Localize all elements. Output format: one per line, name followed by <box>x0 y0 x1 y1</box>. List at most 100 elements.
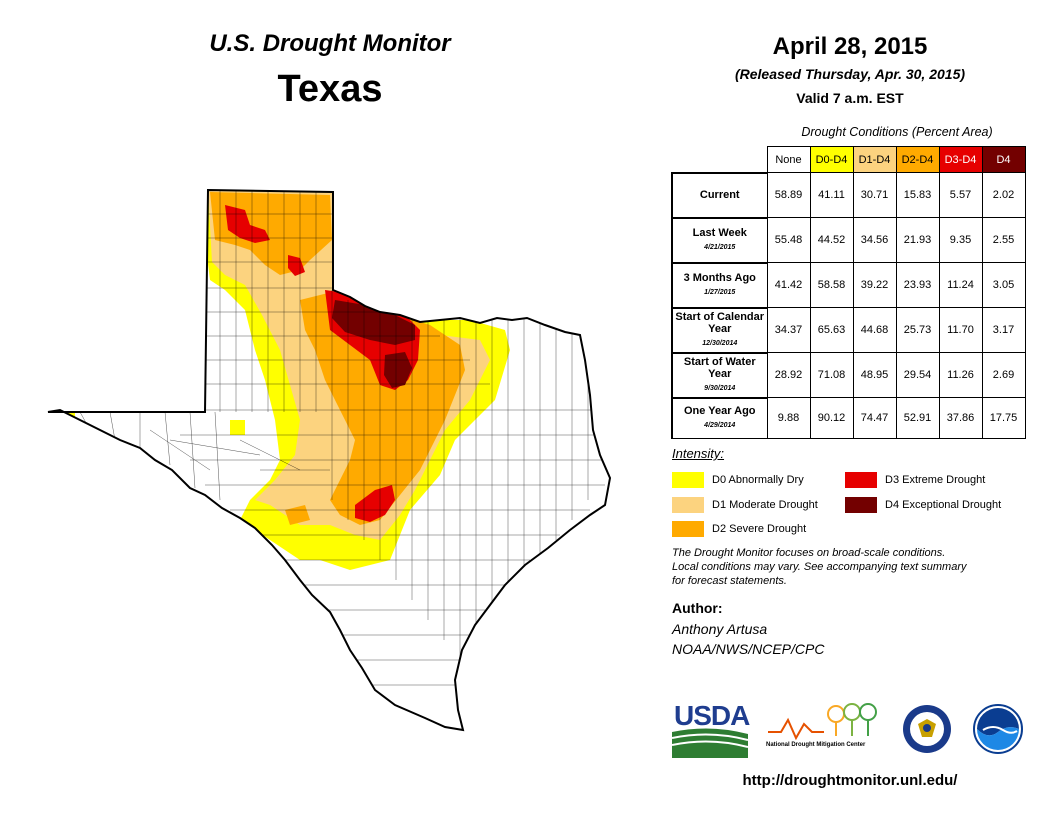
ndmc-logo-graphic-icon <box>768 703 877 741</box>
table-cell: 11.70 <box>938 307 983 353</box>
table-row: Last Week 4/21/2015 55.48 44.52 34.56 21.93 9.… <box>671 216 1026 263</box>
row-sublabel: 12/30/2014 <box>702 339 738 347</box>
row-label: Current <box>671 171 768 218</box>
table-cell: 37.86 <box>938 397 983 439</box>
table-row: One Year Ago 4/29/2014 9.88 90.12 74.47 52.91… <box>671 396 1026 439</box>
legend-label-d0: D0 Abnormally Dry <box>712 474 804 486</box>
legend-item-d2: D2 Severe Drought <box>672 521 842 539</box>
table-cell: 5.57 <box>938 172 983 218</box>
col-header-d2-d4: D2-D4 <box>895 146 940 173</box>
monitor-title: U.S. Drought Monitor <box>209 30 451 57</box>
drought-stats-table: None D0-D4 D1-D4 D2-D4 D3-D4 D4 Current 5… <box>671 146 1026 439</box>
legend-label-d2: D2 Severe Drought <box>712 523 807 535</box>
col-header-d3-d4: D3-D4 <box>938 146 983 173</box>
row-label-text: Start of Calendar Year <box>675 310 765 335</box>
row-label-text: One Year Ago <box>683 404 756 417</box>
table-row: Start of Calendar Year 12/30/2014 34.37 65.… <box>671 306 1026 353</box>
row-label-text: Current <box>699 189 740 201</box>
table-cell: 25.73 <box>895 307 940 353</box>
table-cell: 34.56 <box>852 217 897 263</box>
table-cell: 11.24 <box>938 262 983 308</box>
row-label: One Year Ago 4/29/2014 <box>671 396 768 439</box>
row-label: Last Week 4/21/2015 <box>671 216 768 263</box>
table-cell: 71.08 <box>809 352 854 398</box>
table-cell: 9.88 <box>766 397 811 439</box>
row-sublabel: 1/27/2015 <box>704 288 736 296</box>
legend-item-d4: D4 Exceptional Drought <box>845 497 1025 515</box>
source-url[interactable]: http://droughtmonitor.unl.edu/ <box>742 772 958 789</box>
disclaimer-line-3: for forecast statements. <box>672 575 787 587</box>
table-row: 3 Months Ago 1/27/2015 41.42 58.58 39.22 23.9… <box>671 261 1026 308</box>
table-cell: 34.37 <box>766 307 811 353</box>
legend-swatch-d4 <box>845 497 877 513</box>
row-label-text: 3 Months Ago <box>683 271 756 284</box>
usda-logo-field-icon <box>672 728 748 758</box>
table-cell: 2.55 <box>981 217 1026 263</box>
table-cell: 41.42 <box>766 262 811 308</box>
row-label-text: Start of Water Year <box>683 355 756 380</box>
table-row: Current 58.89 41.11 30.71 15.83 5.57 2.02 <box>671 171 1026 218</box>
row-label: Start of Water Year 9/30/2014 <box>671 351 768 398</box>
table-caption: Drought Conditions (Percent Area) <box>801 125 993 139</box>
usda-logo-text: USDA <box>674 700 750 731</box>
table-cell: 90.12 <box>809 397 854 439</box>
table-cell: 23.93 <box>895 262 940 308</box>
table-cell: 74.47 <box>852 397 897 439</box>
col-header-d1-d4: D1-D4 <box>852 146 897 173</box>
state-title: Texas <box>277 68 383 110</box>
table-cell: 2.69 <box>981 352 1026 398</box>
table-cell: 11.26 <box>938 352 983 398</box>
row-label-text: Last Week <box>692 226 747 239</box>
noaa-logo-icon <box>973 704 1023 754</box>
table-cell: 48.95 <box>852 352 897 398</box>
table-cell: 30.71 <box>852 172 897 218</box>
legend-item-d1: D1 Moderate Drought <box>672 497 842 515</box>
valid-time: Valid 7 a.m. EST <box>796 90 904 106</box>
usda-logo: USDA <box>672 700 752 758</box>
row-sublabel: 4/21/2015 <box>704 243 736 251</box>
legend-label-d4: D4 Exceptional Drought <box>885 499 1002 511</box>
legend-swatch-d3 <box>845 472 877 488</box>
table-cell: 44.68 <box>852 307 897 353</box>
table-cell: 44.52 <box>809 217 854 263</box>
table-cell: 39.22 <box>852 262 897 308</box>
intensity-heading: Intensity: <box>672 446 725 461</box>
legend-item-d3: D3 Extreme Drought <box>845 472 1025 490</box>
author-name: Anthony Artusa <box>672 621 768 637</box>
table-cell: 41.11 <box>809 172 854 218</box>
legend-label-d3: D3 Extreme Drought <box>885 474 986 486</box>
author-org: NOAA/NWS/NCEP/CPC <box>672 641 825 657</box>
row-sublabel: 9/30/2014 <box>704 384 736 392</box>
legend-label-d1: D1 Moderate Drought <box>712 499 818 511</box>
table-cell: 9.35 <box>938 217 983 263</box>
table-cell: 3.05 <box>981 262 1026 308</box>
author-heading: Author: <box>672 600 723 616</box>
col-header-d4: D4 <box>981 146 1026 173</box>
table-cell: 52.91 <box>895 397 940 439</box>
table-cell: 65.63 <box>809 307 854 353</box>
texas-drought-map <box>47 188 612 732</box>
table-cell: 55.48 <box>766 217 811 263</box>
table-cell: 2.02 <box>981 172 1026 218</box>
col-header-d0-d4: D0-D4 <box>809 146 854 173</box>
legend-swatch-d2 <box>672 521 704 537</box>
table-cell: 29.54 <box>895 352 940 398</box>
table-corner <box>672 147 767 173</box>
table-cell: 17.75 <box>981 397 1026 439</box>
map-date: April 28, 2015 <box>772 33 928 60</box>
table-cell: 28.92 <box>766 352 811 398</box>
ndmc-logo-text: National Drought Mitigation Center <box>766 742 866 748</box>
table-cell: 3.17 <box>981 307 1026 353</box>
table-cell: 58.89 <box>766 172 811 218</box>
table-cell: 21.93 <box>895 217 940 263</box>
table-cell: 15.83 <box>895 172 940 218</box>
legend-item-d0: D0 Abnormally Dry <box>672 472 842 490</box>
col-header-none: None <box>766 146 811 173</box>
ndmc-logo: National Drought Mitigation Center <box>766 700 886 755</box>
release-date: (Released Thursday, Apr. 30, 2015) <box>734 66 966 82</box>
disclaimer-line-1: The Drought Monitor focuses on broad-sca… <box>672 547 946 559</box>
disclaimer: The Drought Monitor focuses on broad-sca… <box>672 546 1052 588</box>
table-row: Start of Water Year 9/30/2014 28.92 71.08 48… <box>671 351 1026 398</box>
legend-swatch-d0 <box>672 472 704 488</box>
row-label: 3 Months Ago 1/27/2015 <box>671 261 768 308</box>
